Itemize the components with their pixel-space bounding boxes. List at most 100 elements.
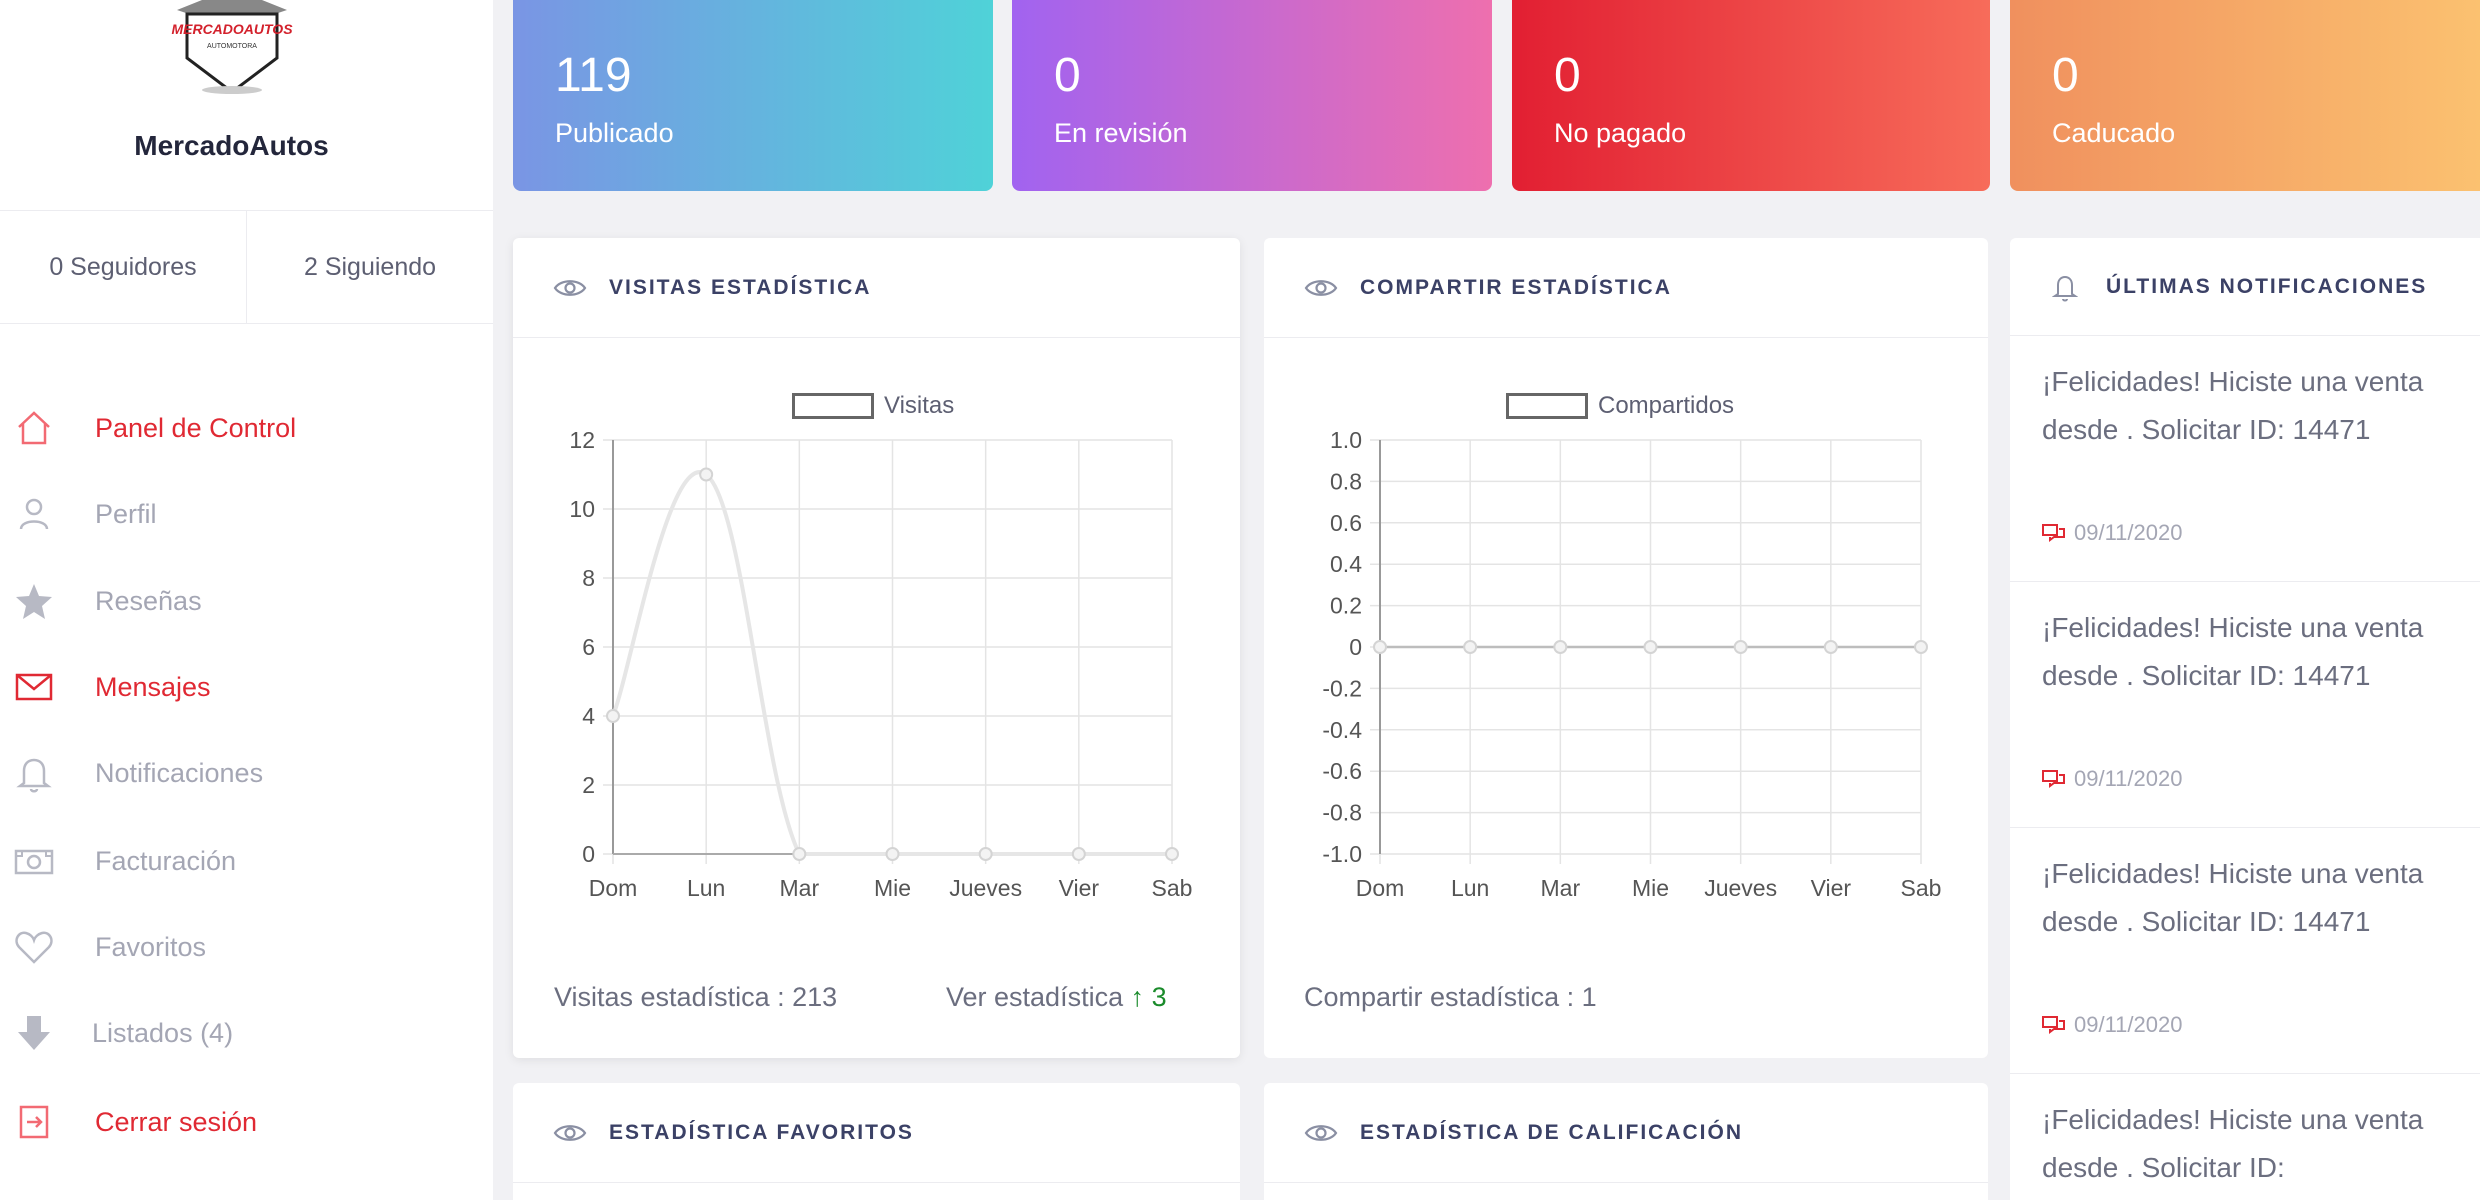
x-tick-label: Sab (1152, 875, 1193, 901)
notification-text: ¡Felicidades! Hiciste una venta desde . … (2042, 1104, 2424, 1183)
nav-item-logout[interactable]: Cerrar sesión (0, 1092, 493, 1152)
nav-item-messages[interactable]: Mensajes (0, 657, 493, 717)
data-point[interactable] (1165, 847, 1179, 861)
legend-swatch (792, 393, 874, 419)
x-tick-label: Mar (780, 875, 820, 901)
user-icon (14, 494, 54, 534)
chart-legend[interactable]: Visitas (792, 392, 954, 420)
chat-icon (2042, 1016, 2065, 1034)
stat-card-in-review[interactable]: 0 En revisión (1012, 0, 1492, 191)
data-point[interactable] (792, 847, 807, 861)
notification-item[interactable]: ¡Felicidades! Hiciste una venta desde . … (2010, 1074, 2480, 1200)
panel-header: ESTADÍSTICA FAVORITOS (513, 1083, 1240, 1183)
data-point[interactable] (1463, 640, 1478, 654)
nav-item-profile[interactable]: Perfil (0, 484, 493, 544)
nav-label: Perfil (95, 498, 157, 529)
notification-item[interactable]: ¡Felicidades! Hiciste una venta desde . … (2010, 582, 2480, 828)
mercadoautos-logo[interactable]: MERCADOAUTOS AUTOMOTORA (157, 0, 307, 98)
star-icon (14, 581, 54, 621)
profile-name: MercadoAutos (134, 130, 329, 161)
nav-item-favorites[interactable]: Favoritos (0, 917, 493, 977)
data-point[interactable] (885, 847, 900, 861)
bell-icon (2052, 275, 2078, 301)
stat-label: En revisión (1054, 118, 1188, 148)
y-tick-label: 10 (569, 496, 595, 522)
y-tick-label: -0.8 (1322, 800, 1362, 826)
eye-icon (553, 279, 587, 296)
visits-stats-panel: VISITAS ESTADÍSTICA Visitas 0 2 4 6 8 10 12 Dom… (513, 238, 1240, 1058)
notification-date-row: 09/11/2020 (2042, 766, 2182, 792)
panel-header: COMPARTIR ESTADÍSTICA (1264, 238, 1988, 338)
y-tick-label: -0.6 (1322, 758, 1362, 784)
data-point[interactable] (978, 847, 993, 861)
rating-stats-panel: ESTADÍSTICA DE CALIFICACIÓN (1264, 1083, 1988, 1200)
nav-label: Reseñas (95, 585, 202, 616)
heart-icon (14, 927, 54, 967)
y-tick-label: 0.4 (1330, 551, 1362, 577)
data-point[interactable] (1553, 640, 1568, 654)
stat-label: Caducado (2052, 118, 2176, 148)
followers-count[interactable]: 0 Seguidores (49, 252, 197, 281)
data-point[interactable] (1373, 640, 1387, 654)
notification-date-row: 09/11/2020 (2042, 1012, 2182, 1038)
share-chart: -1.0 -0.8 -0.6 -0.4 -0.2 0 0.2 0.4 0.6 0.8 1.0 Dom L… (1322, 427, 1941, 901)
data-point[interactable] (1643, 640, 1658, 654)
nav-item-billing[interactable]: Facturación (0, 831, 493, 891)
y-tick-label: 0 (1349, 634, 1362, 660)
data-point[interactable] (1914, 640, 1928, 654)
legend-swatch (1506, 393, 1588, 419)
x-tick-label: Lun (1451, 875, 1489, 901)
trend-up-icon: ↑ (1130, 982, 1145, 1012)
panel-header: VISITAS ESTADÍSTICA (513, 238, 1240, 338)
nav-item-notifications[interactable]: Notificaciones (0, 743, 493, 803)
data-point[interactable] (1071, 847, 1086, 861)
x-tick-label: Jueves (1704, 875, 1777, 901)
eye-icon (553, 1124, 587, 1141)
share-total: Compartir estadística : 1 (1304, 982, 1597, 1012)
visits-total: Visitas estadística : 213 (554, 982, 838, 1012)
panel-title: ÚLTIMAS NOTIFICACIONES (2106, 274, 2428, 298)
chat-icon (2042, 524, 2065, 542)
nav-label: Panel de Control (95, 412, 297, 443)
logout-icon (14, 1102, 54, 1142)
view-stats-label: Ver estadística (946, 982, 1124, 1012)
following-count[interactable]: 2 Siguiendo (246, 211, 493, 323)
y-tick-label: 4 (582, 703, 595, 729)
nav-item-reviews[interactable]: Reseñas (0, 571, 493, 631)
data-point[interactable] (606, 709, 620, 723)
panel-title: COMPARTIR ESTADÍSTICA (1360, 275, 1672, 299)
x-tick-label: Mie (874, 875, 911, 901)
series-line (611, 470, 1172, 857)
data-point[interactable] (1733, 640, 1748, 654)
arrow-down-icon (14, 1013, 54, 1053)
notification-item[interactable]: ¡Felicidades! Hiciste una venta desde . … (2010, 828, 2480, 1074)
nav-item-listings[interactable]: Listados (4) (0, 1003, 493, 1063)
panel-title: ESTADÍSTICA DE CALIFICACIÓN (1360, 1120, 1743, 1144)
nav-item-dashboard[interactable]: Panel de Control (0, 398, 493, 458)
nav-label: Mensajes (95, 671, 211, 702)
visits-chart: 0 2 4 6 8 10 12 Dom Lun Mar Mie Jueves Vier Sab (569, 427, 1193, 901)
panel-title: VISITAS ESTADÍSTICA (609, 275, 872, 299)
y-tick-label: 0.2 (1330, 593, 1362, 619)
view-stats-link[interactable]: Ver estadística ↑ 3 (946, 982, 1167, 1013)
nav-label: Cerrar sesión (95, 1106, 258, 1137)
svg-text:MERCADOAUTOS: MERCADOAUTOS (171, 21, 293, 37)
nav-label: Listados (4) (92, 1017, 234, 1048)
stat-value: 0 (2052, 49, 2079, 102)
stat-card-expired[interactable]: 0 Caducado (2010, 0, 2480, 191)
x-tick-label: Lun (687, 875, 725, 901)
stat-card-unpaid[interactable]: 0 No pagado (1512, 0, 1990, 191)
notification-text: ¡Felicidades! Hiciste una venta desde . … (2042, 366, 2424, 445)
nav-label: Favoritos (95, 931, 207, 962)
data-point[interactable] (1823, 640, 1838, 654)
notification-item[interactable]: ¡Felicidades! Hiciste una venta desde . … (2010, 336, 2480, 582)
y-tick-label: 0.8 (1330, 468, 1362, 494)
chart-legend[interactable]: Compartidos (1506, 392, 1734, 420)
x-tick-label: Vier (1811, 875, 1852, 901)
x-tick-label: Dom (1356, 875, 1405, 901)
notification-text: ¡Felicidades! Hiciste una venta desde . … (2042, 612, 2424, 691)
share-stats-panel: COMPARTIR ESTADÍSTICA Compartidos -1.0 -0… (1264, 238, 1988, 1058)
svg-text:AUTOMOTORA: AUTOMOTORA (207, 43, 257, 50)
stat-card-published[interactable]: 119 Publicado (513, 0, 993, 191)
data-point[interactable] (699, 467, 714, 482)
